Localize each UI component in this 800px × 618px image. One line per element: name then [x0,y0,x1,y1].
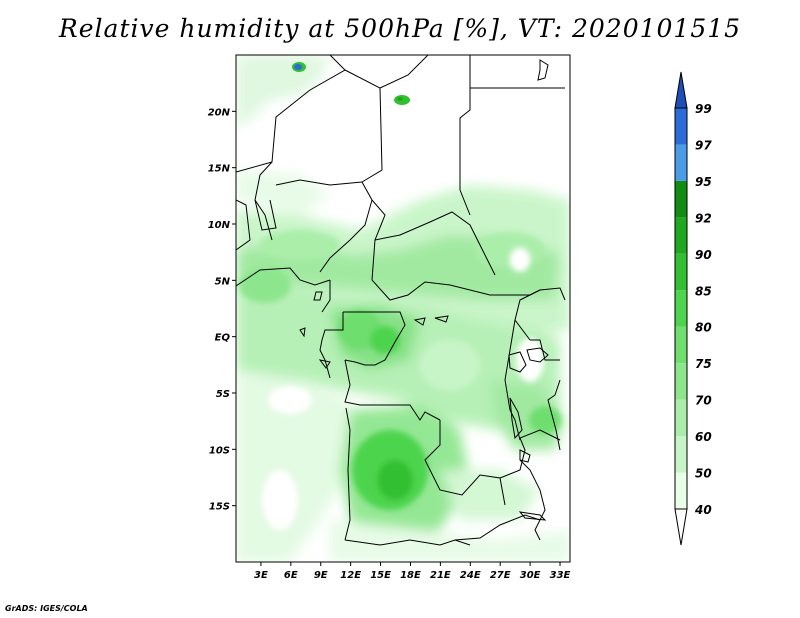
lon-tick-label: 27E [490,570,511,581]
colorbar-bin [674,71,688,109]
country-borders [236,55,566,546]
lat-tick-label: 5N [215,276,231,287]
colorbar-bin [675,363,687,400]
colorbar-bin [675,180,687,218]
lat-tick-label: 20N [208,107,231,118]
lat-tick-label: EQ [215,333,231,344]
map-frame [235,54,571,563]
lon-tick-label: 6E [284,570,298,581]
colorbar-label: 60 [695,430,712,444]
colorbar-bin [675,290,687,327]
colorbar-label: 90 [695,248,712,262]
lon-tick-label: 12E [340,570,361,581]
colorbar-outline [674,107,688,510]
colorbar-bin [675,326,687,364]
colorbar-label: 50 [695,467,712,481]
lon-tick-label: 15E [370,570,391,581]
lon-tick-label: 30E [520,570,541,581]
lon-tick-label: 3E [254,570,268,581]
longitude-tick-labels: 3E 6E 9E 12E 15E 18E 21E 24E 27E 30E 33E [254,562,571,581]
lon-tick-label: 21E [430,570,451,581]
latitude-tick-labels: 20N 15N 10N 5N EQ 5S 10S 15S [208,107,236,513]
map-title: Relative humidity at 500hPa [%], VT: 202… [58,14,742,43]
colorbar-bin [675,144,687,181]
colorbar-label: 75 [695,357,712,371]
colorbar-label: 80 [695,321,712,335]
lat-tick-label: 10S [209,445,230,456]
lat-tick-label: 5S [216,389,230,400]
colorbar-label: 97 [695,138,712,152]
lon-tick-label: 24E [460,570,481,581]
colorbar-bin [675,399,687,437]
lakes [299,59,549,521]
colorbar-label: 92 [695,211,712,225]
lat-tick-label: 10N [208,220,231,231]
humidity-field [236,55,570,562]
colorbar-bin [674,508,688,546]
colorbar-bin [675,472,687,509]
colorbar-bin [675,217,687,254]
grads-credit: GrADS: IGES/COLA [5,604,88,613]
colorbar-label: 70 [695,394,712,408]
lon-tick-label: 18E [400,570,421,581]
colorbar-bin [675,436,687,473]
colorbar-label: 85 [695,284,712,298]
colorbar-label: 99 [695,102,712,116]
lat-tick-label: 15N [208,164,231,175]
lat-tick-label: 15S [209,502,230,513]
colorbar-bin [675,108,687,145]
lon-tick-label: 33E [550,570,571,581]
colorbar-label: 95 [695,175,712,189]
colorbar-bin [675,253,687,291]
colorbar: 40 50 60 70 75 80 85 90 92 95 97 99 [674,71,712,546]
lon-tick-label: 9E [314,570,328,581]
colorbar-label: 40 [694,503,712,517]
